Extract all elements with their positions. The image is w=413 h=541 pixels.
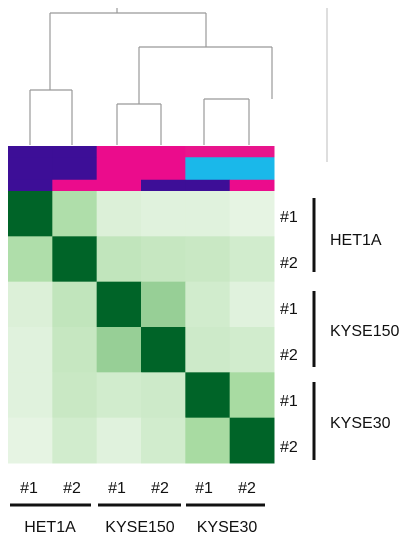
heatmap-cell: [229, 236, 275, 283]
column-label: #2: [63, 480, 81, 497]
heatmap-cell: [8, 327, 53, 373]
column-group-label: KYSE30: [197, 519, 258, 536]
dendrogram-branch-het1a: [29, 89, 73, 145]
annotation-cell: [52, 179, 98, 192]
annotation-cell: [229, 179, 275, 192]
annotation-cell: [8, 146, 53, 158]
annotation-cell: [96, 146, 142, 158]
heatmap-cell: [141, 281, 186, 328]
heatmap-cell: [96, 327, 142, 373]
heatmap-cells: [8, 191, 275, 464]
heatmap-cell: [96, 236, 142, 283]
annotation-cell: [96, 168, 142, 181]
heatmap-cell: [229, 327, 275, 373]
column-group-label: HET1A: [24, 519, 76, 536]
row-label: #2: [280, 255, 298, 272]
heatmap-cell: [52, 236, 98, 283]
annotation-cell: [8, 157, 53, 169]
annotation-cell: [8, 179, 53, 192]
annotation-cell: [141, 146, 186, 158]
heatmap-cell: [8, 191, 53, 237]
column-label: #2: [151, 480, 169, 497]
annotation-cell: [52, 157, 98, 169]
row-label: #1: [280, 209, 298, 226]
heatmap-cell: [185, 372, 231, 419]
heatmap-cell: [8, 281, 53, 328]
column-label: #2: [238, 480, 256, 497]
row-label: #1: [280, 301, 298, 318]
dendrogram-branch-kyse30: [203, 98, 250, 145]
annotation-cell: [185, 157, 231, 169]
annotation-cell: [96, 179, 142, 192]
heatmap-cell: [141, 236, 186, 283]
dendrogram-root: [49, 12, 207, 90]
heatmap-cell: [185, 417, 231, 464]
heatmap-cell: [52, 191, 98, 237]
column-label: #1: [195, 480, 213, 497]
heatmap-cell: [52, 372, 98, 419]
dendrogram-branch-kyse150: [116, 103, 162, 145]
heatmap-cell: [96, 417, 142, 464]
annotation-cell: [185, 146, 231, 158]
heatmap-cell: [229, 417, 275, 464]
annotation-cell: [185, 168, 231, 181]
heatmap-cell: [52, 281, 98, 328]
annotation-cell: [141, 179, 186, 192]
heatmap-cell: [185, 281, 231, 328]
dendrogram: [29, 8, 273, 145]
row-labels: #1 #2 #1 #2 #1 #2: [280, 209, 298, 456]
column-label: #1: [20, 480, 38, 497]
column-label: #1: [108, 480, 126, 497]
annotation-cell: [52, 168, 98, 181]
heatmap-cell: [96, 191, 142, 237]
dendrogram-branch-kyse: [138, 46, 273, 104]
annotation-cell: [185, 179, 231, 192]
heatmap-cell: [185, 191, 231, 237]
column-group-label: KYSE150: [105, 519, 174, 536]
heatmap-cell: [96, 372, 142, 419]
annotation-cell: [8, 168, 53, 181]
heatmap-cell: [141, 327, 186, 373]
annotation-cell: [52, 146, 98, 158]
heatmap-cell: [52, 417, 98, 464]
heatmap-cell: [141, 191, 186, 237]
row-label: #1: [280, 393, 298, 410]
annotation-tracks: [8, 146, 275, 192]
heatmap-cell: [185, 327, 231, 373]
annotation-cell: [229, 146, 275, 158]
column-group-labels: HET1A KYSE150 KYSE30: [24, 519, 257, 536]
heatmap-cell: [8, 372, 53, 419]
heatmap-cell: [8, 236, 53, 283]
annotation-cell: [141, 157, 186, 169]
row-label: #2: [280, 347, 298, 364]
row-label: #2: [280, 439, 298, 456]
heatmap-cell: [185, 236, 231, 283]
row-group-label: HET1A: [330, 232, 382, 249]
heatmap-cell: [229, 281, 275, 328]
heatmap-cell: [229, 191, 275, 237]
heatmap-cell: [229, 372, 275, 419]
annotation-cell: [229, 168, 275, 181]
heatmap-cell: [141, 417, 186, 464]
row-group-labels: HET1A KYSE150 KYSE30: [330, 232, 399, 432]
annotation-cell: [229, 157, 275, 169]
heatmap-cell: [96, 281, 142, 328]
heatmap-cell: [8, 417, 53, 464]
column-labels: #1 #2 #1 #2 #1 #2: [20, 480, 256, 497]
row-group-label: KYSE30: [330, 415, 391, 432]
annotation-cell: [96, 157, 142, 169]
heatmap-cell: [52, 327, 98, 373]
annotation-cell: [141, 168, 186, 181]
heatmap-cell: [141, 372, 186, 419]
row-group-label: KYSE150: [330, 323, 399, 340]
